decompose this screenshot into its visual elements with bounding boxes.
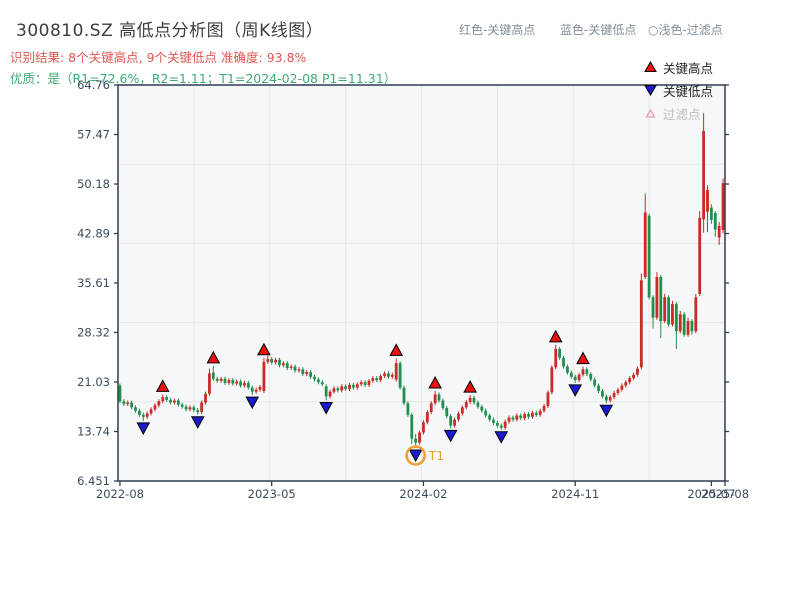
legend-label-key-high: 关键高点 <box>663 60 714 76</box>
key-high-marker <box>389 343 404 356</box>
blue-triangle-down-icon <box>644 85 657 96</box>
svg-text:13.74: 13.74 <box>77 424 110 438</box>
light-triangle-icon <box>645 108 656 118</box>
recognition-result-line: 识别结果: 8个关键高点, 9个关键低点 准确度: 93.8% <box>10 50 307 65</box>
key-low-marker <box>494 431 509 444</box>
color-note-low: 蓝色-关键低点 <box>560 23 637 37</box>
key-low-marker <box>136 422 151 435</box>
svg-text:2025-07: 2025-07 <box>687 487 735 501</box>
color-note-high: 红色-关键高点 <box>459 23 536 37</box>
key-low-marker <box>245 396 260 410</box>
key-low-marker <box>319 402 334 415</box>
svg-text:2023-05: 2023-05 <box>248 487 296 501</box>
svg-text:57.47: 57.47 <box>77 128 110 142</box>
x-axis-labels: 2022-08 2023-05 2024-02 2024-11 2025-072025-… <box>96 487 749 501</box>
key-high-marker <box>576 351 590 365</box>
svg-text:2024-02: 2024-02 <box>399 487 447 501</box>
t1-annotation: T1 <box>405 445 445 466</box>
legend-item-key-high: 关键高点 <box>644 59 714 76</box>
key-high-marker <box>155 379 170 392</box>
key-high-marker <box>206 350 221 364</box>
gridlines <box>118 85 725 481</box>
candles-group <box>118 113 725 449</box>
svg-text:28.32: 28.32 <box>77 325 110 339</box>
legend-item-filtered: 过滤点 <box>644 105 713 122</box>
t1-circle <box>405 445 426 466</box>
svg-text:35.61: 35.61 <box>77 276 110 290</box>
key-low-marker <box>568 384 583 397</box>
key-point-markers: T1 <box>136 329 614 466</box>
key-high-marker <box>548 329 563 343</box>
red-triangle-up-icon <box>644 61 657 72</box>
legend-label-key-low: 关键低点 <box>663 83 714 99</box>
svg-text:6.451: 6.451 <box>77 474 110 488</box>
y-axis-labels: 64.76 57.47 50.18 42.89 35.61 28.32 21.03 13.74… <box>77 78 110 488</box>
chart-legend: 关键高点 关键低点 过滤点 <box>644 59 714 122</box>
quality-result-line: 优质：是（R1=72.6%，R2=1.11；T1=2024-02-08 P1=1… <box>10 71 397 86</box>
axis-ticks <box>114 84 729 486</box>
color-note-filtered: ○浅色-过滤点 <box>648 23 723 37</box>
svg-text:2022-08: 2022-08 <box>96 487 144 501</box>
svg-text:64.76: 64.76 <box>77 78 110 92</box>
key-low-marker <box>599 404 614 418</box>
svg-text:2024-11: 2024-11 <box>551 487 599 501</box>
legend-item-key-low: 关键低点 <box>644 82 714 99</box>
key-high-marker <box>463 380 477 393</box>
svg-text:21.03: 21.03 <box>77 375 110 389</box>
key-low-marker <box>190 416 205 429</box>
svg-text:50.18: 50.18 <box>77 177 110 191</box>
key-high-marker <box>428 375 442 389</box>
key-low-marker <box>408 449 423 463</box>
legend-label-filtered: 过滤点 <box>663 106 701 122</box>
key-low-marker <box>443 429 458 443</box>
key-high-marker <box>257 342 271 356</box>
svg-text:2025-08: 2025-08 <box>701 487 749 501</box>
t1-label: T1 <box>428 448 445 463</box>
page-title: 300810.SZ 高低点分析图（周K线图） <box>16 21 324 41</box>
svg-text:42.89: 42.89 <box>77 227 110 241</box>
